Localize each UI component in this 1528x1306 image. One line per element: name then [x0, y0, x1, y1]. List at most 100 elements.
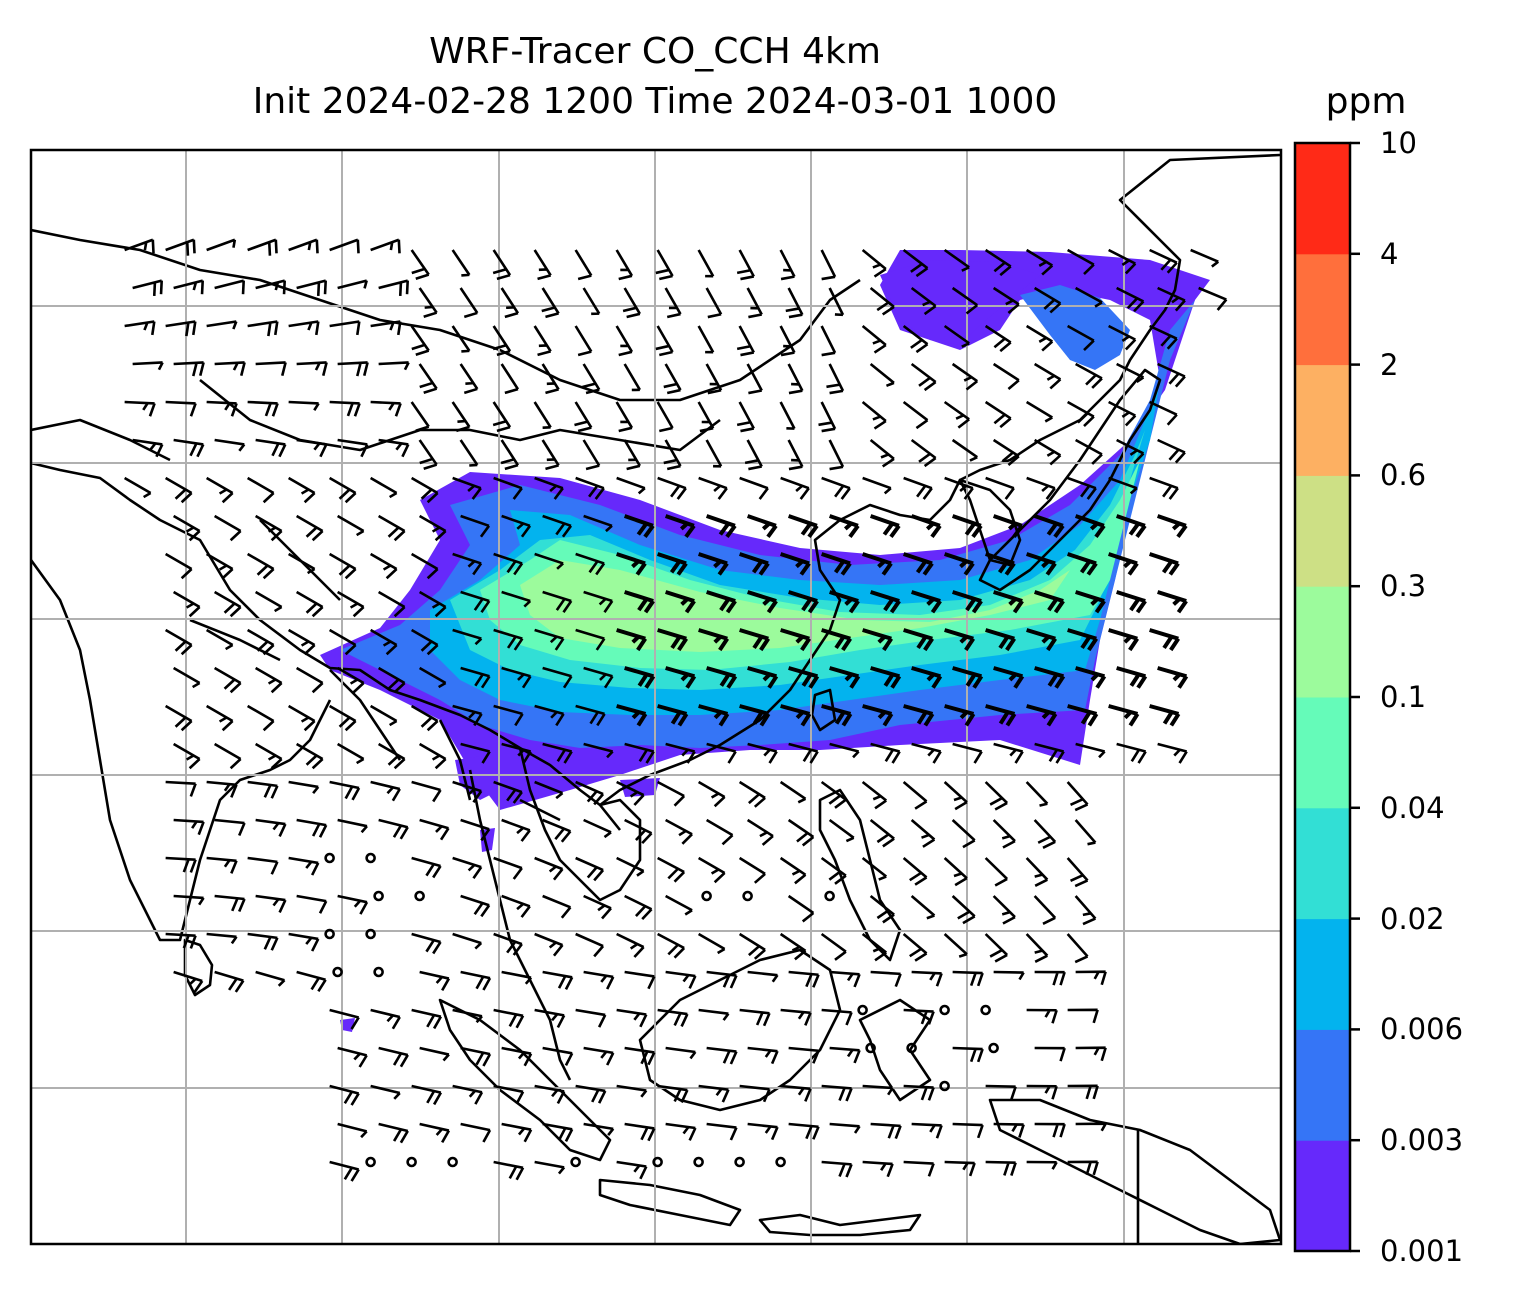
wind-barb [165, 856, 197, 873]
wind-barb [943, 400, 970, 429]
wind-barb [1157, 286, 1186, 312]
wind-barb [583, 666, 614, 689]
colorbar-segment [1295, 475, 1350, 587]
wind-barb [534, 932, 564, 957]
wind-barb [1034, 666, 1066, 689]
wind-barb [862, 704, 894, 727]
wind-barb [287, 476, 316, 504]
wind-barb [296, 279, 328, 296]
wind-barb [747, 666, 779, 689]
wind-barb [460, 1046, 492, 1067]
wind-barb [501, 894, 531, 918]
wind-barb [902, 857, 928, 886]
wind-barb [534, 704, 565, 727]
colorbar-segment [1295, 364, 1350, 476]
coastline-indochina [518, 747, 642, 902]
wind-barb [378, 361, 410, 371]
wind-barb [1075, 970, 1107, 986]
wind-barb [288, 400, 320, 411]
wind-barb [575, 628, 606, 651]
wind-barb [337, 818, 368, 834]
wind-barb [418, 363, 438, 395]
wind-barb [336, 590, 365, 618]
wind-barb [370, 400, 402, 417]
wind-barb [534, 628, 565, 651]
wind-barb [1066, 400, 1095, 427]
wind-barb [295, 742, 324, 770]
wind-barb [869, 894, 895, 924]
wind-barb [419, 970, 451, 992]
wind-barb [328, 704, 357, 732]
wind-barb [787, 363, 804, 395]
wind-barb [952, 742, 983, 764]
wind-barb [826, 363, 845, 395]
wind-barb [165, 780, 197, 797]
wind-barb [780, 704, 812, 727]
wind-barb [943, 933, 968, 958]
wind-barb [452, 628, 483, 646]
wind-barb [1067, 1008, 1099, 1024]
wind-barb [164, 476, 193, 504]
wind-barb [698, 628, 730, 652]
wind-barb [534, 780, 564, 800]
wind-barb [787, 894, 815, 923]
wind-barb [378, 279, 410, 296]
wind-barb [337, 1122, 368, 1139]
wind-barb [821, 476, 851, 500]
wind-barb [1034, 742, 1065, 764]
wind-barb [377, 742, 406, 770]
wind-barb [828, 287, 845, 317]
wind-barb [1067, 1160, 1099, 1176]
wind-barb [992, 438, 1020, 467]
wind-barb [583, 742, 614, 759]
wind-barb [205, 628, 234, 651]
wind-barb [213, 666, 242, 694]
wind-barb [411, 932, 442, 955]
wind-barb [452, 932, 483, 950]
wind-barb [296, 438, 328, 458]
wind-barb [1033, 895, 1057, 926]
wind-barb [287, 704, 316, 732]
wind-barb [205, 704, 234, 732]
wind-barb [862, 552, 893, 576]
wind-barb [951, 286, 979, 315]
map-title-line-1: WRF-Tracer CO_CCH 4km [429, 31, 881, 72]
wind-barb [657, 628, 689, 652]
wind-barb [288, 856, 320, 876]
wind-barb [664, 287, 682, 319]
wind-barb [657, 704, 689, 727]
wind-barb [123, 476, 152, 499]
wind-barb [378, 1122, 409, 1144]
colorbar-segment [1295, 918, 1350, 1030]
wind-barb [246, 628, 275, 656]
wind-barb [870, 666, 902, 689]
wind-barb [255, 438, 287, 458]
wind-barb [736, 249, 755, 281]
wind-barb [1157, 666, 1189, 689]
wind-barb-calm [406, 1156, 417, 1168]
wind-barb [828, 514, 860, 538]
wind-barb [697, 856, 726, 884]
wind-barb [534, 1084, 566, 1105]
wind-barb [862, 476, 892, 495]
wind-barb [698, 1084, 730, 1103]
wind-barb [787, 439, 804, 471]
wind-barb [656, 401, 674, 433]
wind-barb [739, 476, 769, 500]
wind-barb [287, 628, 316, 656]
wind-barb [575, 1084, 607, 1104]
wind-barb [1066, 781, 1089, 812]
wind-barb [1067, 552, 1098, 576]
wind-barb [493, 628, 524, 651]
wind-barb [870, 590, 901, 614]
wind-barb [736, 325, 755, 357]
wind-barb [615, 325, 634, 357]
wind-barb [582, 363, 601, 395]
wind-barb [739, 1084, 771, 1103]
wind-barb [1033, 438, 1062, 466]
wind-barb [780, 628, 812, 652]
wind-barb [132, 361, 164, 371]
wind-barb [369, 704, 398, 727]
wind-barb [820, 932, 847, 961]
wind-barb [1026, 704, 1058, 727]
